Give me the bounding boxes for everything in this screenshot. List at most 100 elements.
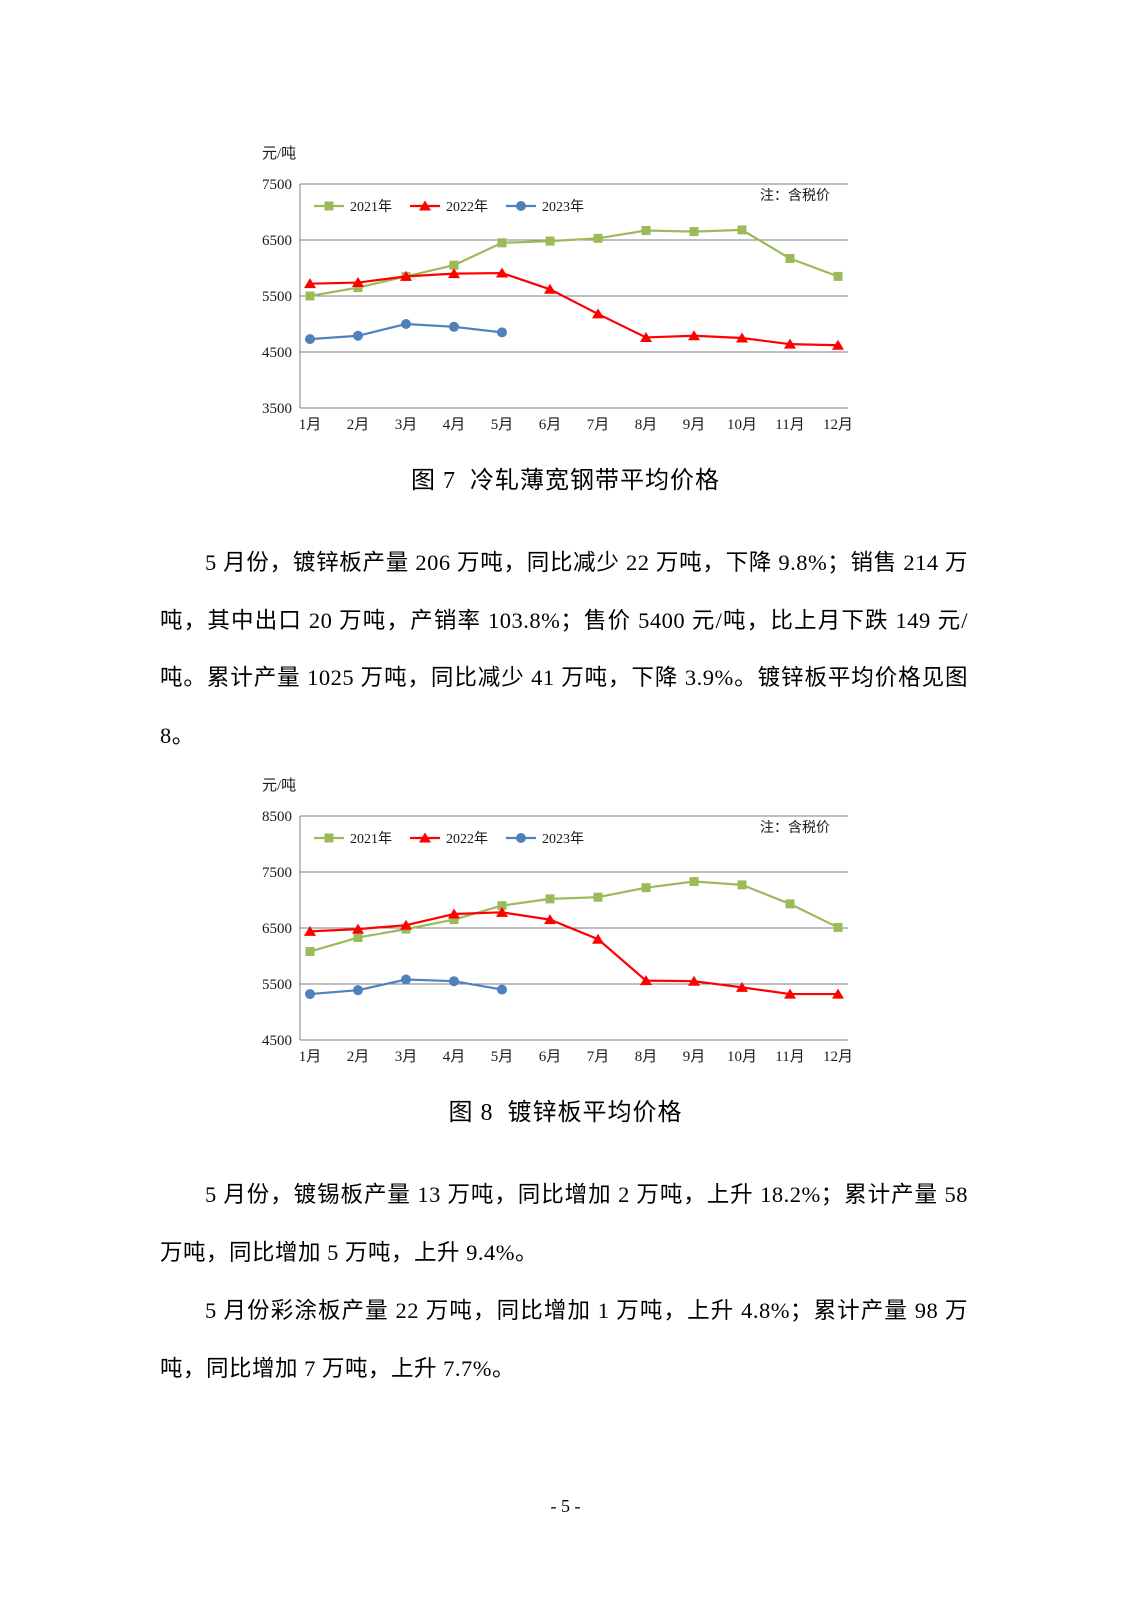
triangle-marker	[832, 339, 844, 350]
circle-marker	[449, 976, 459, 987]
y-tick-label: 4500	[262, 1033, 292, 1049]
square-marker	[593, 892, 603, 902]
circle-marker	[497, 984, 507, 995]
tax-note: 注：含税价	[760, 188, 830, 204]
square-marker	[833, 271, 843, 281]
y-tick-label: 5500	[262, 289, 292, 305]
triangle-marker	[736, 332, 748, 343]
triangle-marker	[544, 914, 556, 925]
circle-marker	[516, 833, 526, 843]
y-tick-label: 8500	[262, 809, 292, 825]
series-line-2022年	[309, 911, 838, 996]
triangle-marker	[688, 975, 700, 986]
triangle-marker	[448, 908, 460, 919]
x-tick-label: 10月	[727, 1049, 757, 1065]
triangle-marker	[640, 331, 652, 342]
circle-marker	[305, 334, 315, 345]
x-tick-label: 7月	[587, 1049, 610, 1065]
triangle-marker	[592, 933, 604, 944]
square-marker	[641, 883, 651, 893]
x-tick-label: 7月	[587, 417, 610, 433]
legend-label: 2021年	[350, 199, 392, 215]
triangle-marker	[496, 267, 508, 278]
legend-label: 2022年	[446, 199, 488, 215]
square-marker	[449, 260, 459, 270]
triangle-marker	[688, 330, 700, 341]
x-tick-label: 2月	[347, 417, 370, 433]
y-tick-label: 6500	[262, 921, 292, 937]
triangle-marker	[352, 923, 364, 934]
square-marker	[324, 201, 334, 211]
x-tick-label: 11月	[775, 1049, 804, 1065]
axis-unit-label: 元/吨	[262, 777, 296, 794]
circle-marker	[353, 985, 363, 996]
square-marker	[785, 253, 795, 263]
line-chart: 3500 4500 5500 6500 7500 1月 2月 3月 4月 5月 6月 7月 8月 9月 10…	[262, 145, 853, 433]
x-tick-label: 6月	[539, 1049, 562, 1065]
y-tick-label: 7500	[262, 865, 292, 881]
triangle-marker	[304, 278, 316, 289]
y-tick-label: 3500	[262, 401, 292, 417]
triangle-marker	[544, 283, 556, 294]
triangle-marker	[400, 919, 412, 930]
triangle-marker	[419, 200, 431, 211]
circle-marker	[305, 989, 315, 1000]
square-marker	[324, 833, 334, 843]
paragraph-tinplate: 5 月份，镀锡板产量 13 万吨，同比增加 2 万吨，上升 18.2%；累计产量…	[160, 1182, 968, 1265]
triangle-marker	[352, 277, 364, 288]
x-tick-label: 10月	[727, 417, 757, 433]
chart-figure-7: 3500 4500 5500 6500 7500 1月 2月 3月 4月 5月 6月 7月 8月 9月 10…	[248, 140, 908, 460]
axis-unit-label: 元/吨	[262, 145, 296, 162]
paragraph-galvanized-sheet: 5 月份，镀锌板产量 206 万吨，同比减少 22 万吨，下降 9.8%；销售 …	[160, 550, 968, 748]
triangle-marker	[419, 832, 431, 843]
circle-marker	[401, 319, 411, 329]
square-marker	[305, 947, 315, 957]
circle-marker	[401, 974, 411, 985]
x-tick-label: 8月	[635, 1049, 658, 1065]
square-marker	[353, 933, 363, 943]
y-tick-label: 4500	[262, 345, 292, 361]
legend-label: 2021年	[350, 831, 392, 847]
square-marker	[593, 233, 603, 243]
line-chart: 4500 5500 6500 7500 8500 1月 2月 3月 4月 5月 6月 7月 8月 9月 10…	[262, 777, 853, 1065]
x-tick-label: 5月	[491, 417, 514, 433]
x-tick-label: 12月	[823, 1049, 853, 1065]
chart-figure-8: 4500 5500 6500 7500 8500 1月 2月 3月 4月 5月 6月 7月 8月 9月 10…	[248, 772, 908, 1092]
square-marker	[545, 894, 555, 904]
x-tick-label: 9月	[683, 417, 706, 433]
triangle-marker	[496, 906, 508, 917]
triangle-marker	[448, 268, 460, 279]
circle-marker	[353, 330, 363, 341]
x-tick-label: 2月	[347, 1049, 370, 1065]
square-marker	[689, 877, 699, 887]
x-tick-label: 6月	[539, 417, 562, 433]
x-tick-label: 3月	[395, 417, 418, 433]
tax-note: 注：含税价	[760, 820, 830, 836]
circle-marker	[497, 327, 507, 338]
square-marker	[497, 238, 507, 248]
figure-7-caption: 图 7 冷轧薄宽钢带平均价格	[411, 468, 720, 494]
circle-marker	[449, 321, 459, 332]
square-marker	[833, 922, 843, 932]
x-tick-label: 11月	[775, 417, 804, 433]
x-tick-label: 12月	[823, 417, 853, 433]
square-marker	[785, 899, 795, 909]
y-tick-label: 6500	[262, 233, 292, 249]
triangle-marker	[592, 308, 604, 319]
x-tick-label: 9月	[683, 1049, 706, 1065]
triangle-marker	[304, 925, 316, 936]
square-marker	[305, 291, 315, 301]
x-tick-label: 1月	[299, 1049, 322, 1065]
triangle-marker	[640, 975, 652, 986]
triangle-marker	[832, 988, 844, 999]
figure-8-caption: 图 8 镀锌板平均价格	[448, 1100, 683, 1126]
triangle-marker	[784, 338, 796, 349]
x-tick-label: 4月	[443, 1049, 466, 1065]
series-line-2022年	[309, 271, 839, 347]
page-number: - 5 -	[550, 1496, 581, 1516]
x-tick-label: 4月	[443, 417, 466, 433]
circle-marker	[516, 201, 526, 211]
triangle-marker	[736, 981, 748, 992]
legend-label: 2023年	[542, 831, 584, 847]
